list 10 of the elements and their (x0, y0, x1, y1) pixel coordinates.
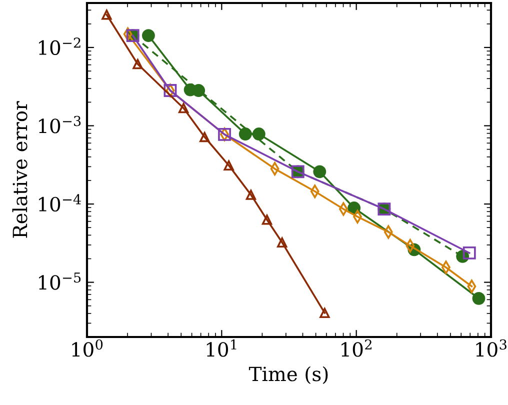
y-tick-label: 10$^{−5}$ (39, 272, 81, 290)
x-tick-label: 10$^{0}$ (72, 339, 103, 357)
y-tick-label: 10$^{−3}$ (39, 116, 81, 134)
x-axis-title: Time (s) (248, 366, 328, 384)
x-tick-label: 10$^{2}$ (342, 339, 372, 357)
x-tick-label: 10$^{1}$ (206, 339, 236, 357)
x-tick-label: 10$^{3}$ (476, 339, 506, 357)
y-tick-label: 10$^{−2}$ (39, 38, 80, 55)
y-tick-label: 10$^{−4}$ (39, 194, 81, 212)
y-axis-title: Relative error (12, 101, 28, 238)
